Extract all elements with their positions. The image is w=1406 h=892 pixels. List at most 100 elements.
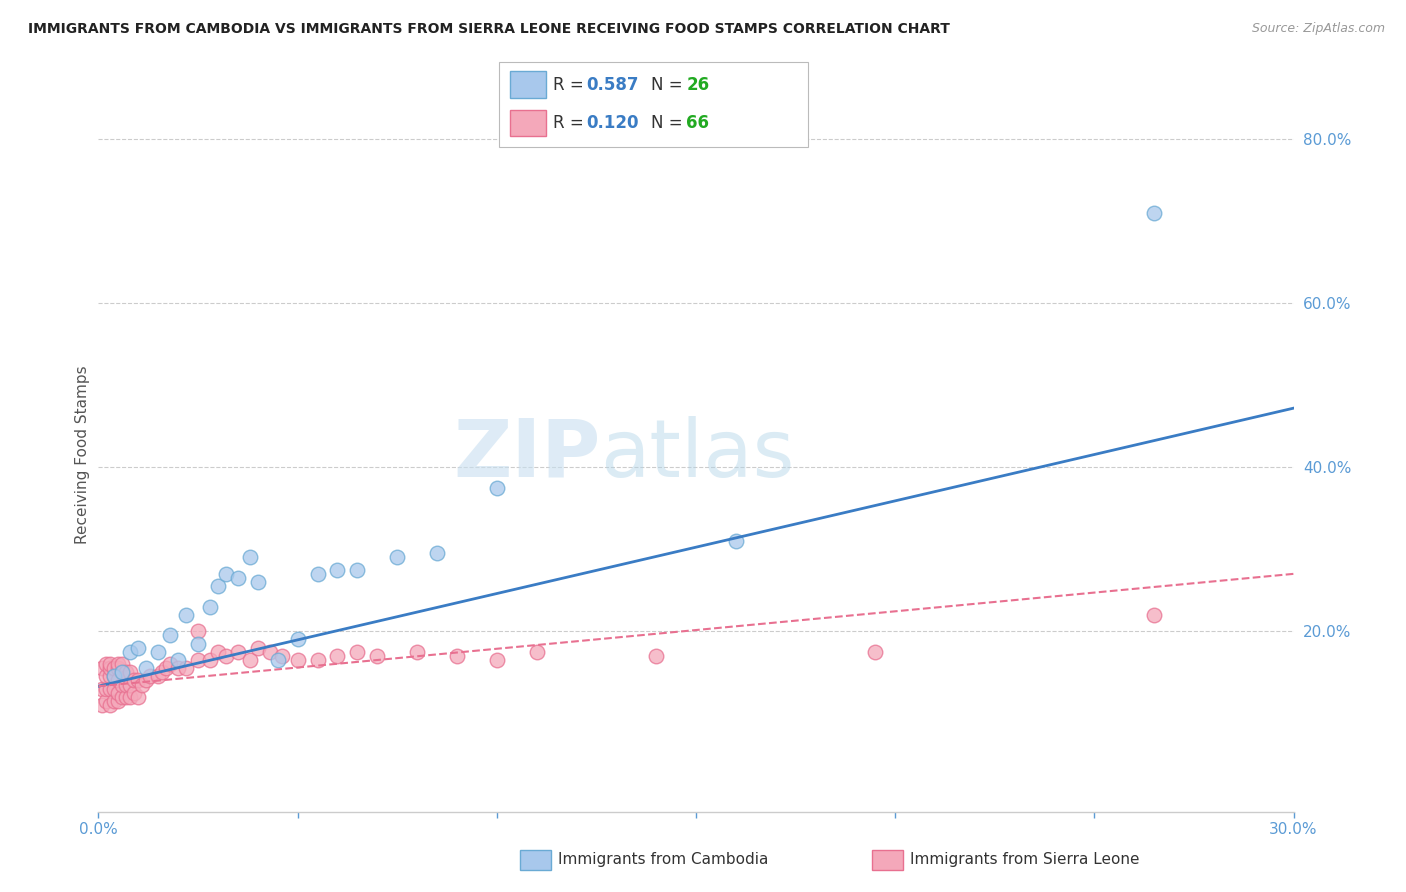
Point bbox=[120, 645, 142, 659]
Point bbox=[111, 665, 134, 680]
Point bbox=[120, 690, 142, 704]
Text: 26: 26 bbox=[686, 76, 709, 94]
Text: Source: ZipAtlas.com: Source: ZipAtlas.com bbox=[1251, 22, 1385, 36]
Point bbox=[287, 653, 309, 667]
Point bbox=[100, 661, 122, 675]
Point bbox=[366, 648, 388, 663]
Text: N =: N = bbox=[651, 114, 688, 132]
Point bbox=[215, 566, 238, 581]
Point bbox=[155, 661, 177, 675]
Point bbox=[159, 628, 181, 642]
Point bbox=[100, 681, 122, 696]
Point bbox=[426, 546, 449, 560]
Point bbox=[127, 673, 149, 688]
Point bbox=[115, 677, 138, 691]
Point bbox=[270, 648, 292, 663]
Point bbox=[198, 599, 221, 614]
Point bbox=[103, 669, 125, 683]
Point bbox=[326, 648, 349, 663]
Point bbox=[485, 653, 508, 667]
Point bbox=[326, 563, 349, 577]
Text: R =: R = bbox=[553, 76, 589, 94]
Point bbox=[91, 661, 114, 675]
Point bbox=[645, 648, 668, 663]
Point bbox=[226, 645, 249, 659]
Point bbox=[91, 681, 114, 696]
Point bbox=[111, 690, 134, 704]
Point bbox=[127, 640, 149, 655]
Point bbox=[107, 657, 129, 671]
Point bbox=[1143, 206, 1166, 220]
Point bbox=[111, 677, 134, 691]
Point bbox=[103, 681, 125, 696]
Point bbox=[259, 645, 281, 659]
Point bbox=[187, 624, 209, 639]
Point bbox=[111, 665, 134, 680]
Text: Immigrants from Cambodia: Immigrants from Cambodia bbox=[558, 853, 769, 867]
Point bbox=[239, 653, 262, 667]
Point bbox=[239, 550, 262, 565]
Point bbox=[111, 657, 134, 671]
Point bbox=[167, 653, 190, 667]
Point bbox=[148, 645, 170, 659]
Point bbox=[307, 653, 329, 667]
Point bbox=[139, 669, 162, 683]
Y-axis label: Receiving Food Stamps: Receiving Food Stamps bbox=[75, 366, 90, 544]
Point bbox=[267, 653, 290, 667]
Point bbox=[124, 686, 146, 700]
Point bbox=[100, 698, 122, 712]
Point bbox=[148, 669, 170, 683]
Point bbox=[103, 694, 125, 708]
Point bbox=[96, 694, 118, 708]
Point bbox=[485, 481, 508, 495]
Point bbox=[103, 661, 125, 675]
Point bbox=[96, 657, 118, 671]
Point bbox=[120, 665, 142, 680]
Text: Immigrants from Sierra Leone: Immigrants from Sierra Leone bbox=[910, 853, 1139, 867]
Point bbox=[124, 673, 146, 688]
Point bbox=[287, 632, 309, 647]
Point bbox=[226, 571, 249, 585]
Point bbox=[526, 645, 548, 659]
Point bbox=[346, 563, 368, 577]
Point bbox=[187, 653, 209, 667]
Point bbox=[127, 690, 149, 704]
Text: 0.120: 0.120 bbox=[586, 114, 638, 132]
Point bbox=[131, 677, 153, 691]
Point bbox=[307, 566, 329, 581]
Point bbox=[215, 648, 238, 663]
Text: R =: R = bbox=[553, 114, 589, 132]
Point bbox=[159, 657, 181, 671]
Point bbox=[107, 686, 129, 700]
Text: ZIP: ZIP bbox=[453, 416, 600, 494]
Point bbox=[100, 669, 122, 683]
Point bbox=[107, 661, 129, 675]
Point bbox=[346, 645, 368, 659]
Point bbox=[385, 550, 409, 565]
Text: atlas: atlas bbox=[600, 416, 794, 494]
Point bbox=[207, 645, 229, 659]
Point bbox=[863, 645, 887, 659]
Point bbox=[406, 645, 429, 659]
Point bbox=[135, 661, 157, 675]
Point bbox=[246, 640, 269, 655]
Point bbox=[187, 636, 209, 650]
Point bbox=[446, 648, 468, 663]
Text: IMMIGRANTS FROM CAMBODIA VS IMMIGRANTS FROM SIERRA LEONE RECEIVING FOOD STAMPS C: IMMIGRANTS FROM CAMBODIA VS IMMIGRANTS F… bbox=[28, 22, 950, 37]
Point bbox=[174, 661, 197, 675]
Point bbox=[198, 653, 221, 667]
Point bbox=[115, 690, 138, 704]
Point bbox=[150, 665, 173, 680]
Point bbox=[167, 661, 190, 675]
Text: 66: 66 bbox=[686, 114, 709, 132]
Point bbox=[91, 698, 114, 712]
Text: 0.587: 0.587 bbox=[586, 76, 638, 94]
Text: N =: N = bbox=[651, 76, 688, 94]
Point bbox=[1143, 607, 1166, 622]
Point bbox=[120, 677, 142, 691]
Point bbox=[115, 665, 138, 680]
Point bbox=[246, 575, 269, 590]
Point bbox=[107, 673, 129, 688]
Point bbox=[135, 673, 157, 688]
Point bbox=[724, 534, 747, 549]
